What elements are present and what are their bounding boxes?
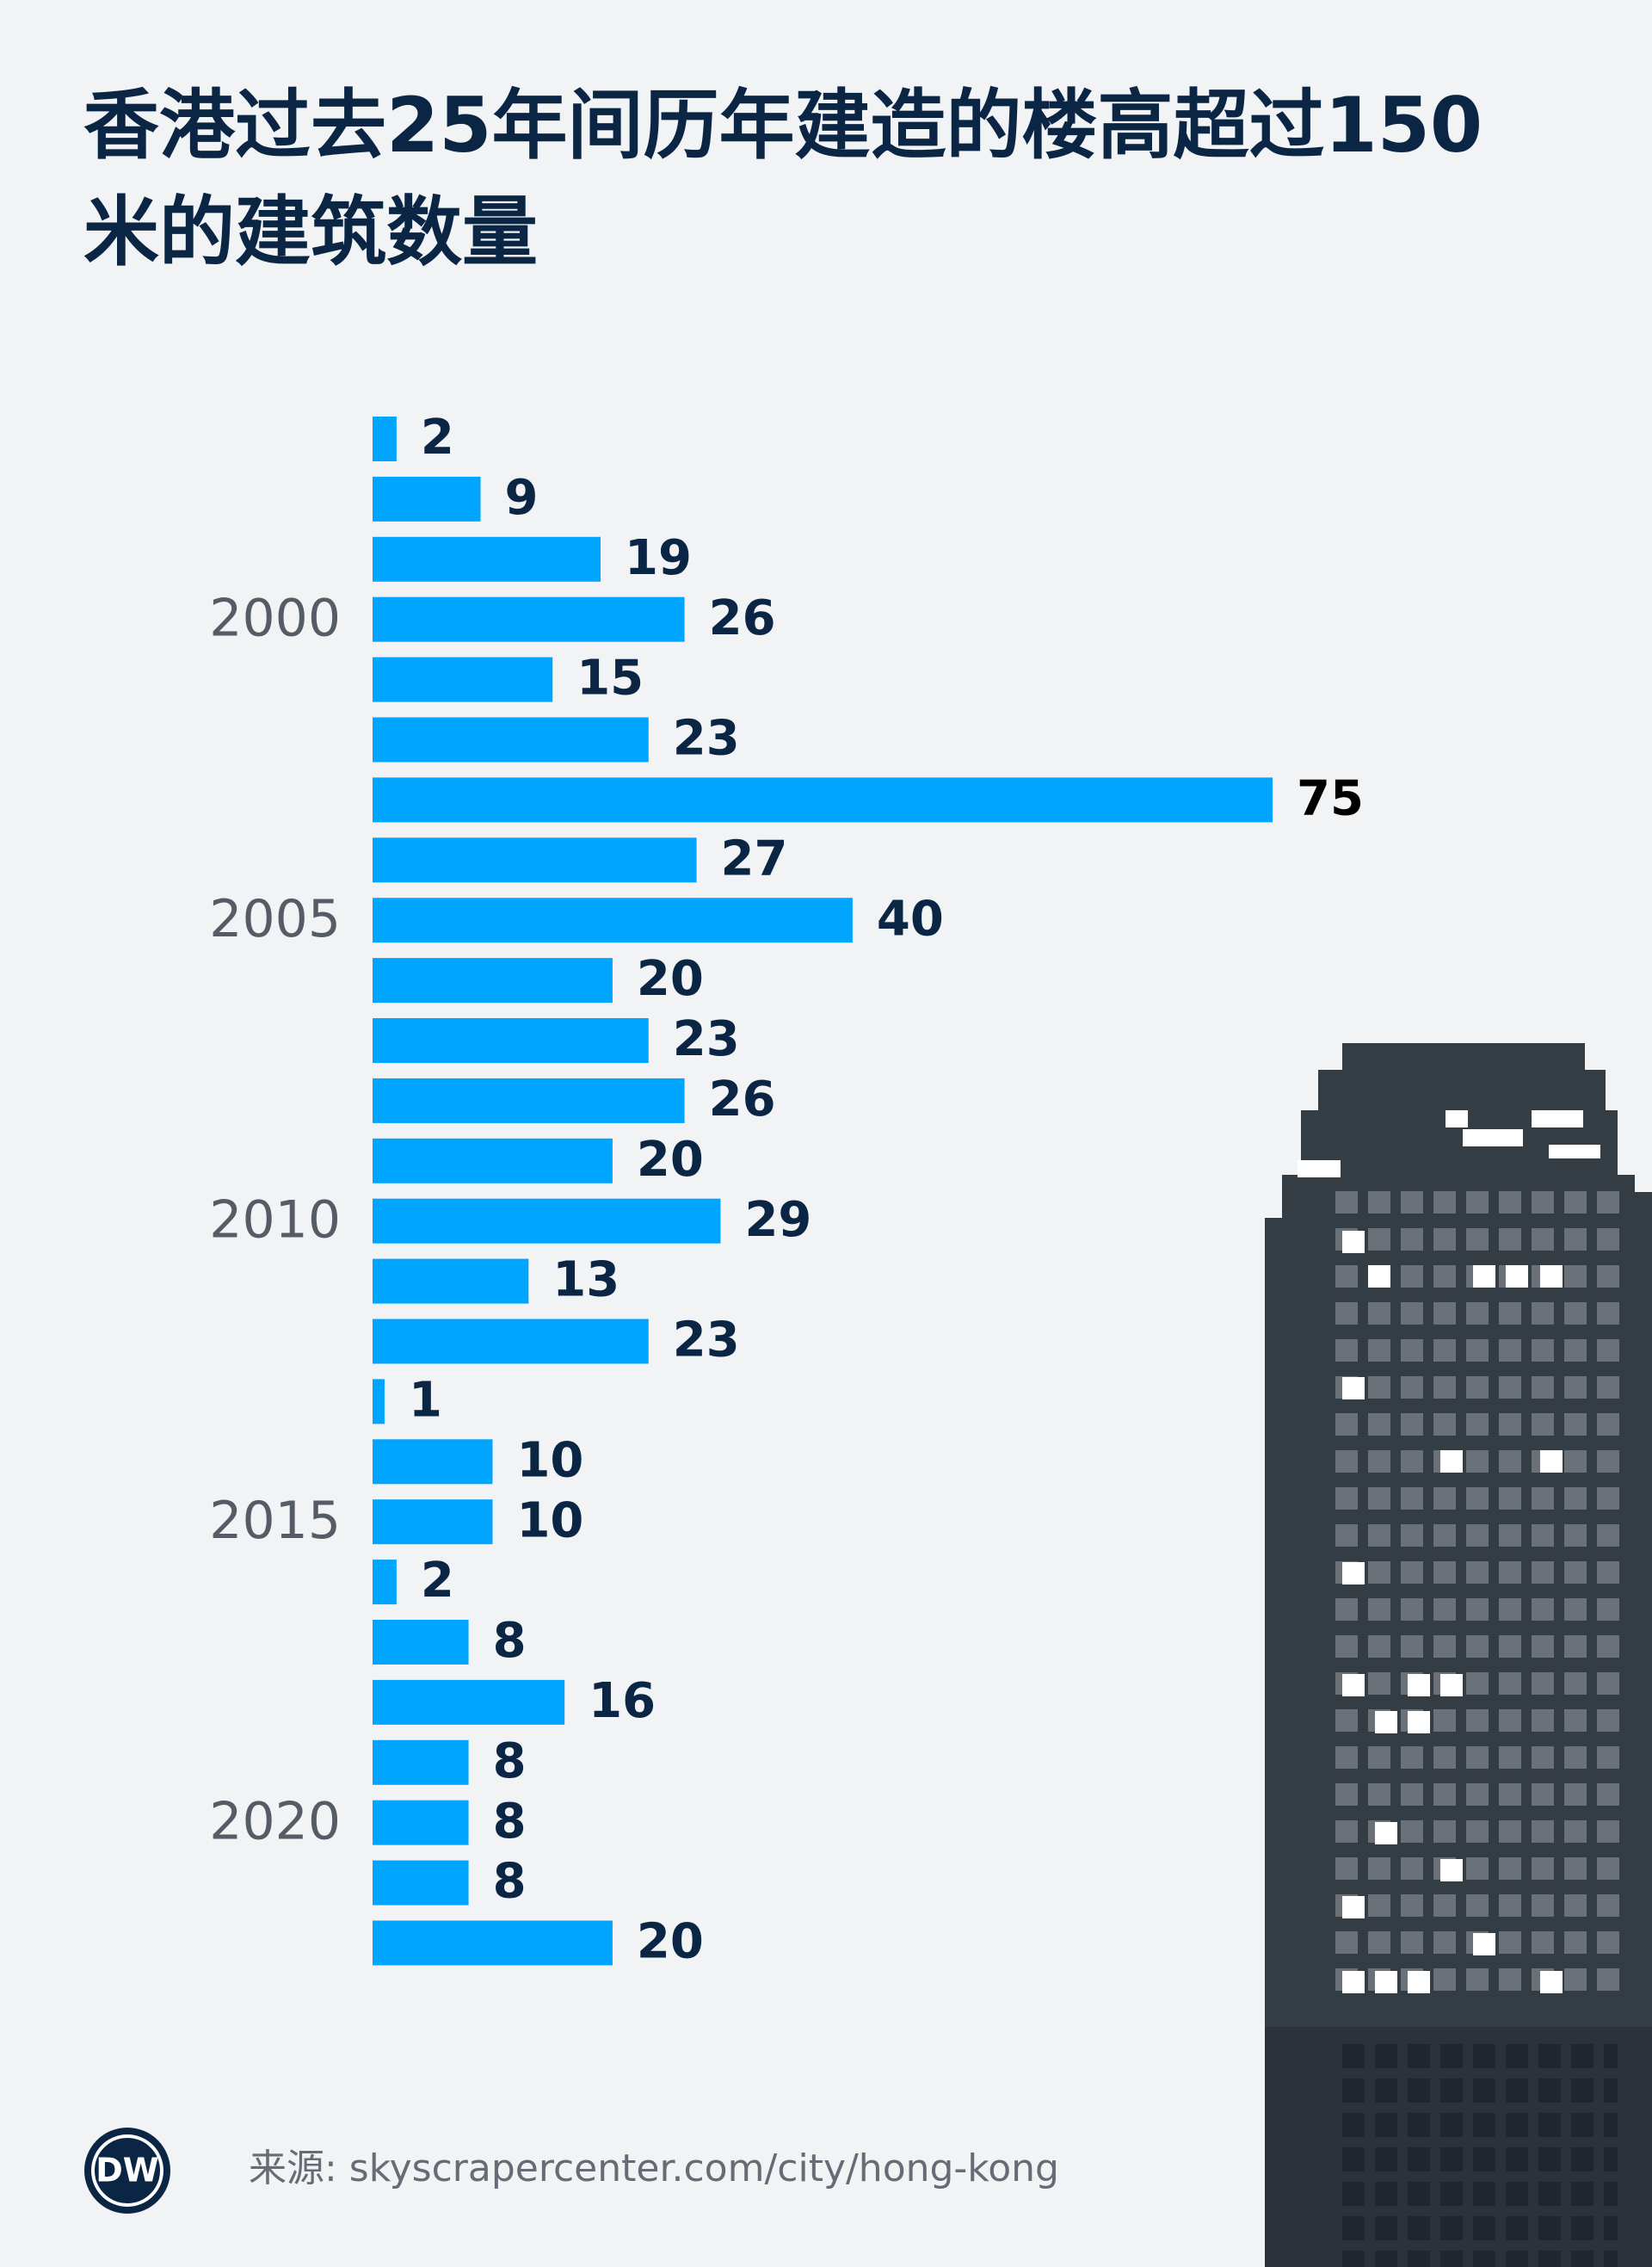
value-label: 29	[744, 1192, 811, 1248]
value-label: 40	[877, 891, 944, 947]
value-label: 2	[421, 410, 454, 466]
value-label: 8	[493, 1854, 527, 1910]
bar	[373, 1620, 469, 1665]
bar	[373, 1739, 469, 1785]
bar	[373, 958, 613, 1004]
value-label: 16	[589, 1673, 656, 1729]
value-label: 20	[637, 951, 704, 1007]
bar	[373, 536, 601, 582]
y-tick-label: 2010	[209, 1189, 341, 1250]
bar	[373, 1078, 685, 1123]
y-tick-label: 2015	[209, 1491, 341, 1551]
bar	[373, 1499, 493, 1545]
title-line: 米的建筑数量	[83, 188, 538, 276]
bar	[373, 1138, 613, 1183]
bar	[373, 1439, 493, 1485]
bar	[373, 1319, 649, 1364]
bar	[373, 1258, 529, 1304]
value-label: 15	[576, 651, 644, 707]
bar	[373, 1800, 469, 1845]
value-label: 10	[516, 1492, 583, 1548]
y-tick-label: 2000	[209, 588, 341, 648]
y-tick-label: 2005	[209, 889, 341, 949]
chart-title: 香港过去25年间历年建造的楼高超过150 米的建筑数量	[83, 81, 1509, 276]
value-label: 1	[409, 1373, 442, 1429]
bar	[373, 777, 1273, 823]
value-label: 26	[709, 590, 776, 646]
bar	[373, 898, 853, 943]
y-tick-label: 2020	[209, 1791, 341, 1851]
logo: DW	[84, 2128, 170, 2214]
value-label: 27	[721, 831, 788, 886]
value-label: 23	[673, 1011, 740, 1067]
bar	[373, 1860, 469, 1906]
bar	[373, 1379, 385, 1424]
value-label: 2	[421, 1553, 454, 1609]
value-label: 19	[625, 530, 692, 586]
bar	[373, 417, 397, 461]
bar	[373, 596, 685, 642]
bar	[373, 1198, 721, 1244]
value-label: 23	[673, 1313, 740, 1368]
title-line: 香港过去25年间历年建造的楼高超过150	[83, 81, 1482, 170]
value-label: 20	[637, 1132, 704, 1188]
bar	[373, 1920, 613, 1966]
value-label: 8	[493, 1613, 527, 1669]
value-label: 10	[516, 1432, 583, 1488]
building	[1265, 1043, 1652, 2267]
value-label: 75	[1297, 771, 1364, 827]
bar	[373, 476, 481, 522]
value-label: 8	[493, 1794, 527, 1850]
value-label: 20	[637, 1914, 704, 1970]
value-label: 8	[493, 1733, 527, 1789]
bar	[373, 1560, 397, 1605]
value-label: 9	[505, 470, 539, 526]
value-label: 13	[552, 1252, 620, 1308]
logo-text: DW	[96, 2152, 158, 2190]
value-label: 26	[709, 1072, 776, 1127]
bar	[373, 1018, 649, 1063]
source: 来源: skyscrapercenter.com/city/hong-kong	[249, 2147, 1059, 2190]
bar	[373, 1679, 565, 1725]
bar	[373, 837, 697, 883]
bar	[373, 657, 553, 702]
value-label: 23	[673, 711, 740, 767]
bar	[373, 717, 649, 763]
